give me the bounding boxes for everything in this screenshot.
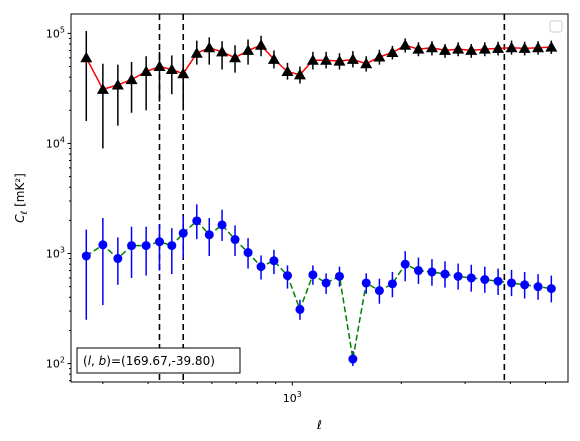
circle-point <box>192 216 202 226</box>
triangle-point <box>242 44 255 55</box>
y-tick-label: 102 <box>46 356 65 371</box>
chart-marks <box>80 14 558 382</box>
series-0 <box>80 31 558 149</box>
triangle-point <box>153 60 166 72</box>
circle-point <box>480 275 490 285</box>
series-1 <box>81 204 556 367</box>
circle-point <box>440 269 450 279</box>
circle-point <box>282 271 292 281</box>
circle-point <box>178 228 188 238</box>
triangle-point <box>373 51 386 62</box>
circle-point <box>361 278 371 288</box>
circle-point <box>308 270 318 280</box>
circle-point <box>243 248 253 258</box>
circle-point <box>348 354 358 364</box>
triangle-point <box>478 43 491 54</box>
triangle-point <box>80 51 93 63</box>
y-tick-label: 103 <box>46 246 65 261</box>
circle-point <box>217 220 227 230</box>
x-axis-label: ℓ <box>316 418 322 432</box>
triangle-point <box>267 53 280 64</box>
circle-point <box>520 280 530 290</box>
circle-point <box>98 240 108 250</box>
circle-point <box>493 276 503 286</box>
circle-point <box>256 262 266 272</box>
circle-point <box>321 278 331 288</box>
triangle-point <box>333 55 346 66</box>
triangle-point <box>545 41 558 52</box>
legend <box>549 20 563 33</box>
circle-point <box>154 237 164 247</box>
circle-point <box>204 230 214 240</box>
triangle-point <box>518 42 531 53</box>
triangle-point <box>532 41 545 53</box>
circle-point <box>507 278 517 288</box>
annotation-text: (l, b)=(169.67,-39.80) <box>83 354 215 368</box>
circle-point <box>127 241 137 251</box>
circle-point <box>413 266 423 276</box>
circle-point <box>400 259 410 269</box>
triangle-point <box>505 41 518 53</box>
circle-point <box>269 256 279 266</box>
triangle-point <box>346 53 359 64</box>
circle-point <box>453 271 463 281</box>
triangle-point <box>293 68 306 80</box>
triangle-point <box>399 39 412 50</box>
circle-point <box>533 282 543 292</box>
triangle-point <box>452 43 465 54</box>
circle-point <box>427 267 437 277</box>
triangle-point <box>125 73 138 85</box>
axis-labels: 103 102 103 104 105 ℓ Cℓ [mK²] <box>13 25 322 432</box>
circle-point <box>466 273 476 283</box>
triangle-point <box>306 54 319 65</box>
y-tick-label: 104 <box>46 135 65 150</box>
circle-point <box>295 304 305 314</box>
triangle-point <box>255 39 268 50</box>
triangle-point <box>465 44 478 55</box>
circle-point <box>374 286 384 296</box>
axis-ticks <box>67 32 546 386</box>
triangle-point <box>320 54 333 65</box>
axes-frame <box>70 13 569 383</box>
circle-point <box>81 251 91 261</box>
triangle-point <box>111 78 124 90</box>
triangle-point <box>203 41 216 53</box>
triangle-point <box>281 65 294 77</box>
triangle-point <box>425 41 438 53</box>
legend-box <box>549 20 563 33</box>
triangle-point <box>412 43 425 54</box>
triangle-point <box>165 63 178 74</box>
triangle-point <box>140 65 153 77</box>
triangle-point <box>190 47 203 58</box>
annotation-box: (l, b)=(169.67,-39.80) <box>76 347 241 374</box>
triangle-point <box>229 51 242 63</box>
triangle-point <box>96 83 109 94</box>
circle-point <box>167 241 177 251</box>
triangle-point <box>177 67 190 79</box>
y-tick-label: 105 <box>46 25 65 40</box>
circle-point <box>387 279 397 289</box>
y-axis-label: Cℓ [mK²] <box>13 173 30 223</box>
circle-point <box>141 241 151 251</box>
circle-point <box>113 254 123 264</box>
circle-point <box>334 271 344 281</box>
triangle-point <box>386 46 399 58</box>
circle-point <box>546 284 556 294</box>
triangle-point <box>216 45 229 57</box>
triangle-point <box>360 57 373 69</box>
annotation-border <box>76 347 241 374</box>
x-tick-label: 103 <box>283 390 302 405</box>
circle-point <box>230 235 240 245</box>
triangle-point <box>438 44 451 55</box>
triangle-point <box>492 42 505 53</box>
